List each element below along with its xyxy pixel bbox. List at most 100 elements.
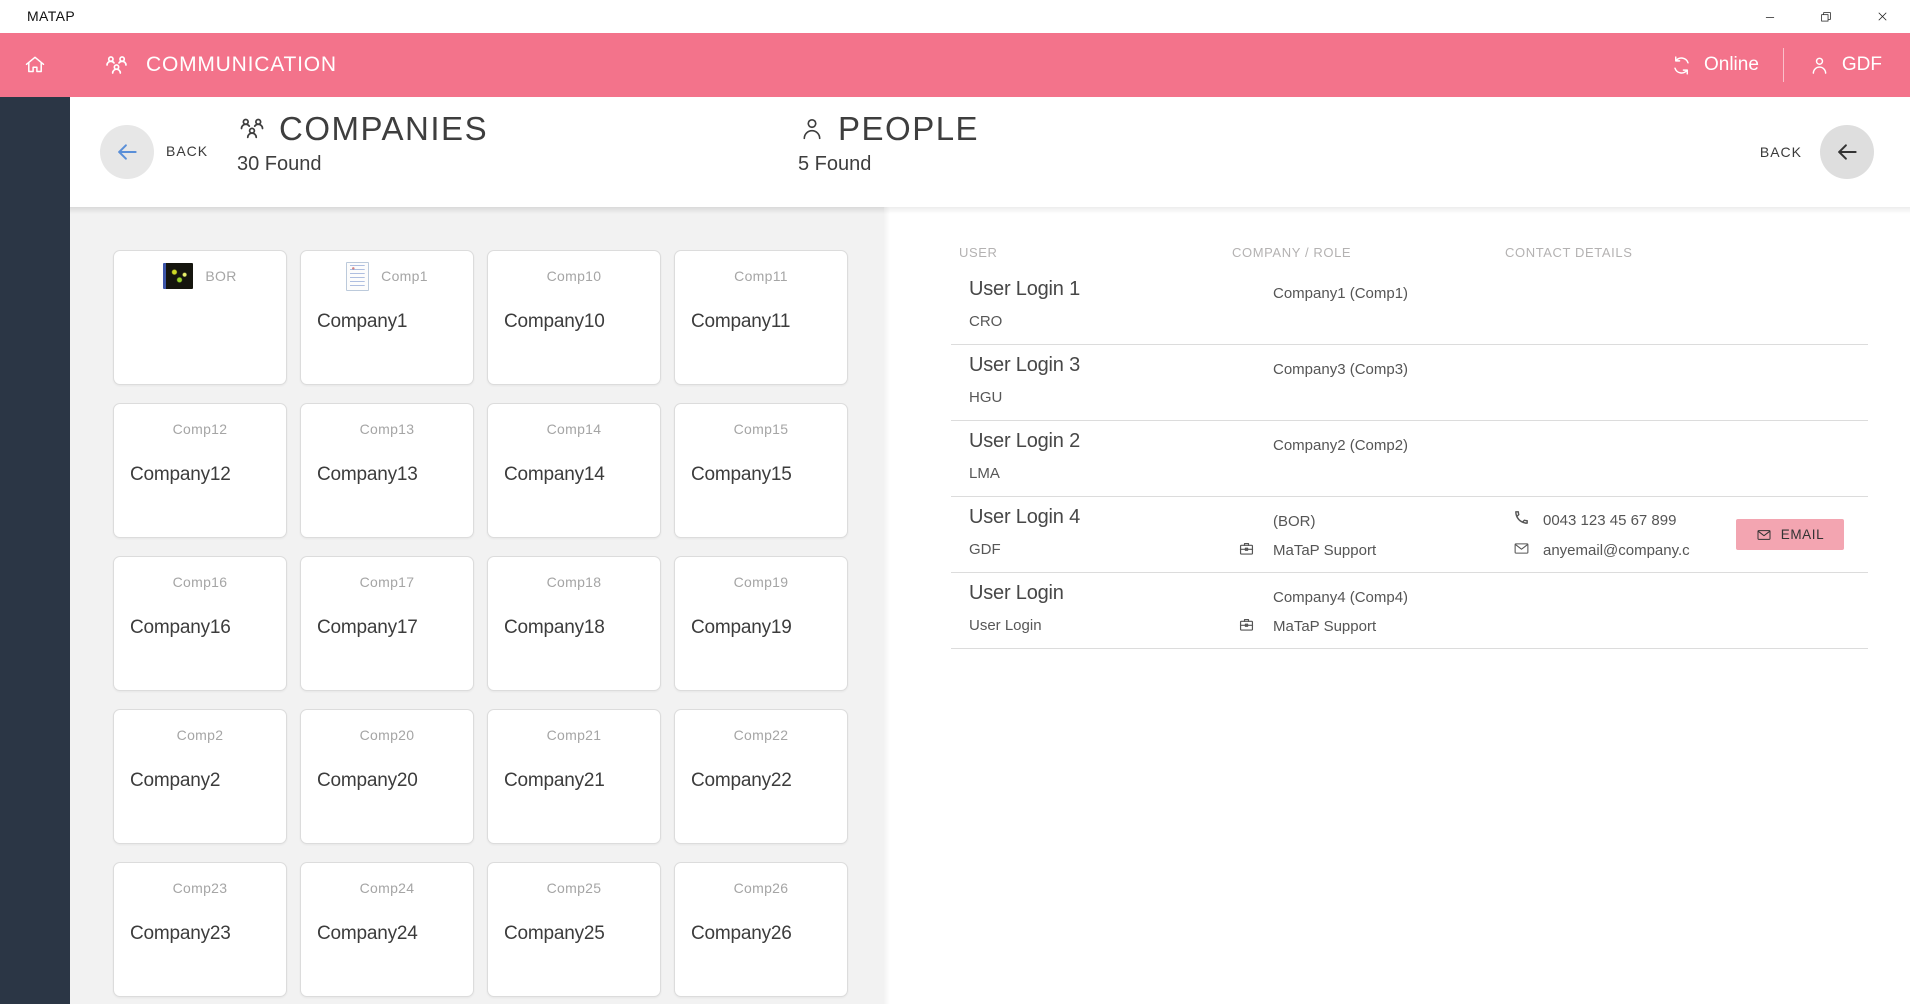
column-user: USER [959,245,998,260]
online-status[interactable]: Online [1670,54,1759,77]
company-card[interactable]: Comp20 Company20 [300,709,474,844]
company-card[interactable]: Comp23 Company23 [113,862,287,997]
company-code: Comp19 [733,574,789,590]
person-company: Company4 (Comp4) [1273,589,1409,606]
online-label: Online [1703,54,1759,75]
company-card[interactable]: Comp22 Company22 [674,709,848,844]
appbar: COMMUNICATION Online GDF [0,33,1910,97]
company-card[interactable]: Comp2 Company2 [113,709,287,844]
appbar-separator [1782,48,1784,82]
minimize-icon [1765,16,1775,18]
company-card-top: Comp21 [488,710,660,756]
companies-back-label: BACK [166,143,209,159]
company-name: Company19 [691,617,792,638]
person-name: User Login [969,582,1064,604]
user-menu[interactable]: GDF [1808,54,1882,77]
company-card[interactable]: Comp19 Company19 [674,556,848,691]
company-card[interactable]: Comp13 Company13 [300,403,474,538]
company-card-top: Comp19 [675,557,847,603]
company-code: Comp15 [733,421,789,437]
company-card[interactable]: Comp10 Company10 [487,250,661,385]
company-code: Comp21 [546,727,602,743]
company-name: Company10 [504,311,605,332]
person-company: Company1 (Comp1) [1273,285,1409,302]
companies-title: COMPANIES [279,110,489,147]
arrow-left-icon [118,144,137,160]
appbar-title-group: COMMUNICATION [103,52,337,79]
company-card[interactable]: Comp11 Company11 [674,250,848,385]
people-back-group: BACK [1760,125,1874,179]
person-row[interactable]: User Login User Login Company4 (Comp4) MaTa… [951,573,1868,649]
company-card[interactable]: Comp24 Company24 [300,862,474,997]
user-icon [1812,57,1827,74]
people-title-block: PEOPLE 5 Found [798,110,979,176]
email-button[interactable]: EMAIL [1736,519,1844,550]
company-card[interactable]: Comp17 Company17 [300,556,474,691]
company-card-top: Comp18 [488,557,660,603]
person-name: User Login 4 [969,506,1080,528]
company-card[interactable]: Comp15 Company15 [674,403,848,538]
company-card-top: Comp2 [114,710,286,756]
company-card[interactable]: Comp25 Company25 [487,862,661,997]
person-row[interactable]: User Login 1 CRO Company1 (Comp1) [951,269,1868,345]
people-title: PEOPLE [838,110,980,147]
person-company: Company3 (Comp3) [1273,361,1409,378]
company-card[interactable]: Comp26 Company26 [674,862,848,997]
people-table-header: USER COMPANY / ROLE CONTACT DETAILS [951,237,1868,269]
company-card-top: Comp22 [675,710,847,756]
person-company: (BOR) [1273,513,1316,530]
minimize-button[interactable] [1742,0,1798,33]
company-name: Company20 [317,770,418,791]
company-card-top: Comp20 [301,710,473,756]
companies-title-block: COMPANIES 30 Found [237,110,488,176]
person-sub-label: User Login [969,617,1042,634]
people-back-label: BACK [1759,144,1802,160]
maximize-button[interactable] [1798,0,1854,33]
company-name: Company21 [504,770,605,791]
company-card[interactable]: Comp16 Company16 [113,556,287,691]
person-email: anyemail@company.c [1543,542,1690,559]
company-name: Company23 [130,923,231,944]
company-card[interactable]: Comp12 Company12 [113,403,287,538]
companies-back-button[interactable] [100,125,154,179]
company-card-top: Comp24 [301,863,473,909]
person-phone: 0043 123 45 67 899 [1543,512,1677,529]
home-button[interactable] [0,33,70,97]
person-row[interactable]: User Login 4 GDF (BOR) MaTaP Support 0043 12… [951,497,1868,573]
company-card[interactable]: Comp18 Company18 [487,556,661,691]
column-contact-details: CONTACT DETAILS [1505,245,1633,260]
email-button-label: EMAIL [1780,527,1825,542]
person-role: MaTaP Support [1273,542,1377,559]
person-name: User Login 1 [969,278,1080,300]
company-card[interactable]: Comp21 Company21 [487,709,661,844]
person-sub-label: GDF [969,541,1001,558]
company-card[interactable]: BOR [113,250,287,385]
company-code: Comp16 [172,574,228,590]
titlebar: MATAP [0,0,1910,33]
company-card-top: Comp12 [114,404,286,450]
company-code: Comp20 [359,727,415,743]
companies-count: 30 Found [237,153,322,175]
person-row[interactable]: User Login 3 HGU Company3 (Comp3) [951,345,1868,421]
home-icon [25,56,45,73]
company-name: Company26 [691,923,792,944]
people-back-button[interactable] [1820,125,1874,179]
company-name: Company14 [504,464,605,485]
company-code: Comp17 [359,574,415,590]
company-name: Company18 [504,617,605,638]
envelope-icon [1514,543,1529,554]
person-sub-label: CRO [969,313,1003,330]
company-card[interactable]: Comp1 Company1 [300,250,474,385]
company-logo-photo [163,263,194,289]
company-card-top: Comp17 [301,557,473,603]
company-card-top: Comp1 [301,251,473,297]
company-card-top: Comp11 [675,251,847,297]
company-card-top: Comp23 [114,863,286,909]
company-code: Comp2 [176,727,224,743]
close-button[interactable] [1854,0,1910,33]
company-card-top: Comp10 [488,251,660,297]
person-row[interactable]: User Login 2 LMA Company2 (Comp2) [951,421,1868,497]
company-card[interactable]: Comp14 Company14 [487,403,661,538]
sync-icon [1674,55,1689,75]
